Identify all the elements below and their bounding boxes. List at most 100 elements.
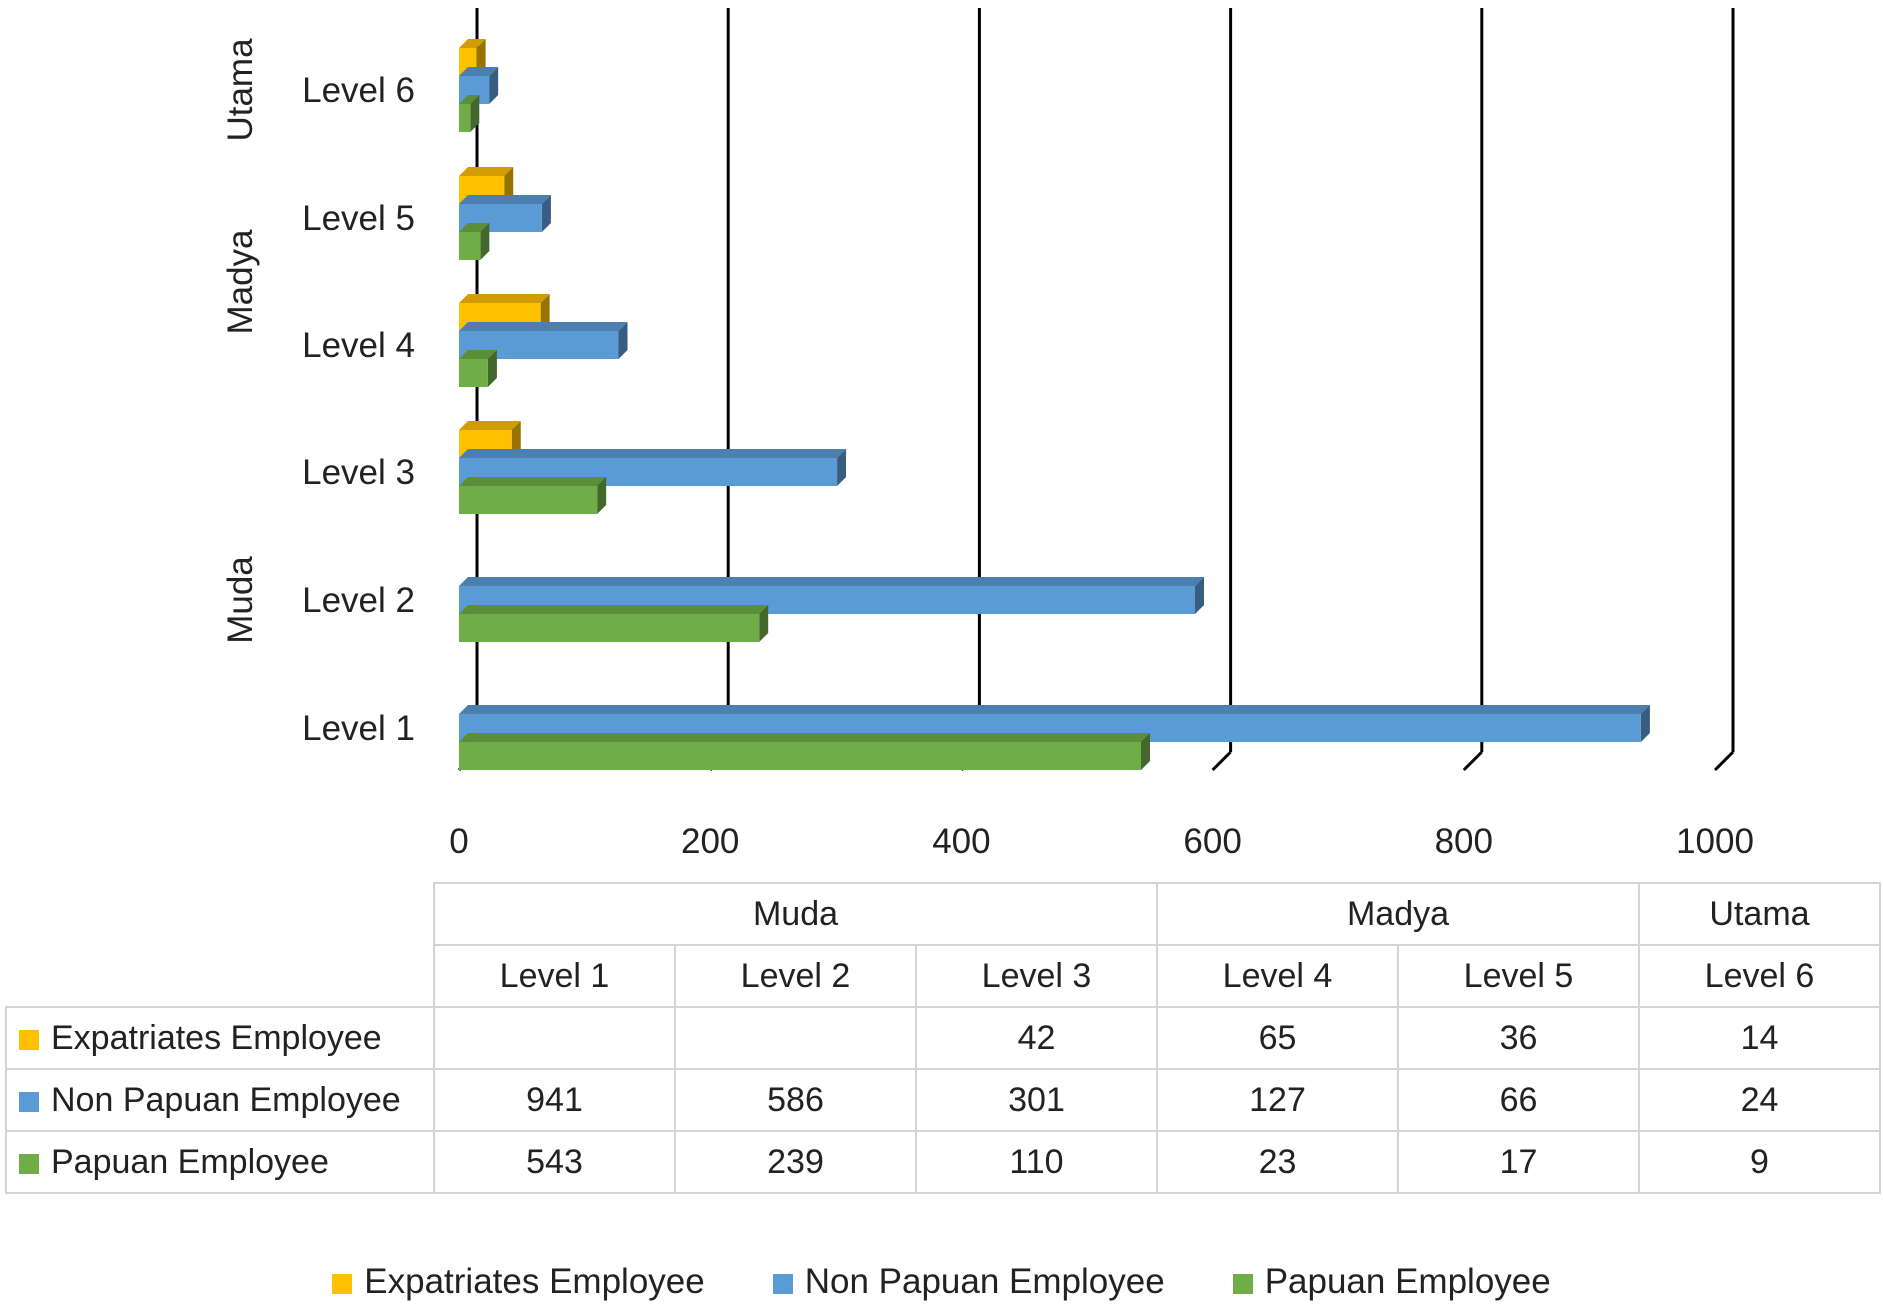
table-series-name: Expatriates Employee: [5, 1006, 435, 1070]
bar-side: [597, 477, 607, 514]
gridline-floor: [1462, 750, 1483, 772]
x-tick-label: 1000: [1676, 822, 1754, 861]
legend-item: Expatriates Employee: [332, 1262, 705, 1302]
y-category-label: Level 3: [302, 453, 415, 492]
table-cell: [433, 1006, 676, 1070]
bar-side: [487, 350, 497, 387]
legend-item: Papuan Employee: [1232, 1262, 1551, 1302]
series-label: Non Papuan Employee: [51, 1080, 401, 1119]
table-cell: 65: [1156, 1006, 1399, 1070]
table-row: Non Papuan Employee 941 586 301 127 66 24: [5, 1068, 1881, 1132]
x-tick-label: 0: [449, 822, 468, 861]
bar-top: [459, 223, 490, 232]
bar-top: [459, 477, 607, 486]
table-level-header: Level 2: [674, 944, 917, 1008]
bar-side: [1640, 705, 1650, 742]
bar-side: [470, 95, 480, 132]
bar-top: [459, 705, 1650, 714]
x-tick-label: 600: [1183, 822, 1241, 861]
x-tick-label: 200: [681, 822, 739, 861]
table-cell: 36: [1397, 1006, 1640, 1070]
bar-side: [480, 223, 490, 260]
bar-side: [837, 449, 847, 486]
table-cell: 14: [1638, 1006, 1881, 1070]
legend-swatch: [332, 1273, 353, 1294]
table-level-header: Level 5: [1397, 944, 1640, 1008]
table-cell: 17: [1397, 1130, 1640, 1194]
table-cell: 941: [433, 1068, 676, 1132]
bar: [459, 232, 481, 260]
bar-top: [459, 605, 769, 614]
series-label: Expatriates Employee: [51, 1018, 382, 1057]
bar-top: [459, 733, 1151, 742]
table-level-header: Level 4: [1156, 944, 1399, 1008]
bar-top: [459, 350, 497, 359]
table-cell: 301: [915, 1068, 1158, 1132]
table-level-header: Level 3: [915, 944, 1158, 1008]
legend-item: Non Papuan Employee: [772, 1262, 1165, 1302]
table-cell: 239: [674, 1130, 917, 1194]
bar-top: [459, 39, 486, 48]
legend-swatch: [1232, 1273, 1253, 1294]
table-series-name: Non Papuan Employee: [5, 1068, 435, 1132]
series-label: Papuan Employee: [51, 1142, 329, 1181]
y-group-label: Muda: [221, 556, 260, 644]
table-cell: 42: [915, 1006, 1158, 1070]
bar-side: [504, 167, 514, 204]
legend-label: Non Papuan Employee: [804, 1262, 1165, 1301]
y-category-label: Level 1: [302, 709, 415, 748]
table-level-header: Level 1: [433, 944, 676, 1008]
bar: [459, 614, 760, 642]
x-tick-label: 400: [932, 822, 990, 861]
table-group-header: Madya: [1156, 882, 1640, 946]
table-row: Expatriates Employee 42 65 36 14: [5, 1006, 1881, 1070]
table-cell: 586: [674, 1068, 917, 1132]
bar: [459, 104, 471, 132]
legend: Expatriates Employee Non Papuan Employee P…: [0, 1262, 1883, 1302]
bar-side: [1141, 733, 1151, 770]
table-level-header: Level 6: [1638, 944, 1881, 1008]
y-group-label: Madya: [221, 229, 260, 335]
table-group-row: Muda Madya Utama: [6, 882, 1881, 1007]
table-group-header: Utama: [1638, 882, 1881, 946]
bar-top: [459, 167, 514, 176]
y-category-label: Level 5: [302, 199, 415, 238]
bar-side: [540, 294, 550, 331]
table-cell: [674, 1006, 917, 1070]
table-corner: [6, 883, 435, 1007]
legend-label: Papuan Employee: [1264, 1262, 1551, 1301]
legend-swatch: [19, 1091, 39, 1112]
bar-top: [459, 294, 550, 303]
table-series-name: Papuan Employee: [5, 1130, 435, 1194]
y-category-label: Level 2: [302, 581, 415, 620]
bar-top: [459, 577, 1205, 586]
table-cell: 110: [915, 1130, 1158, 1194]
legend-swatch: [19, 1153, 39, 1174]
table-level-row: Level 1 Level 2 Level 3 Level 4 Level 5 Level…: [6, 944, 1881, 1008]
table-cell: 9: [1638, 1130, 1881, 1194]
bar-top: [459, 322, 628, 331]
bar: [459, 486, 598, 514]
bar-side: [476, 39, 486, 76]
legend-swatch: [772, 1273, 793, 1294]
table-cell: 127: [1156, 1068, 1399, 1132]
bar-side: [511, 421, 521, 458]
bar-top: [459, 195, 551, 204]
table-cell: 543: [433, 1130, 676, 1194]
table-cell: 66: [1397, 1068, 1640, 1132]
y-category-label: Level 6: [302, 71, 415, 110]
bar-top: [459, 95, 480, 104]
bar-side: [618, 322, 628, 359]
data-table: Muda Madya Utama Level 1 Level 2 Level 3 Level…: [5, 882, 1881, 1194]
bar-side: [1195, 577, 1205, 614]
legend-swatch: [19, 1029, 39, 1050]
table-cell: 24: [1638, 1068, 1881, 1132]
bar-top: [459, 67, 499, 76]
bar-side: [759, 605, 769, 642]
bar-side: [541, 195, 551, 232]
bar: [459, 742, 1142, 770]
bar-side: [489, 67, 499, 104]
gridline-floor: [1211, 750, 1232, 772]
x-tick-label: 800: [1435, 822, 1493, 861]
bar: [459, 359, 488, 387]
